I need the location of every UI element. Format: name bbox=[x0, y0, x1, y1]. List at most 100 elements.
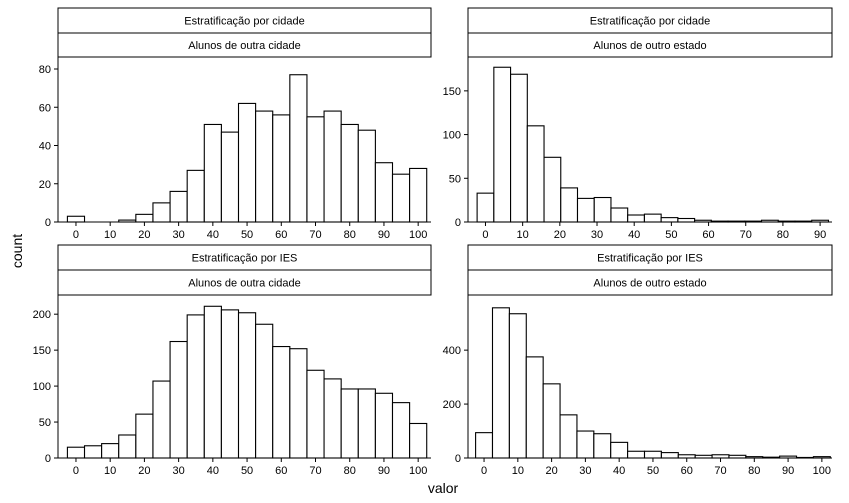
y-axis-title: count bbox=[9, 234, 25, 268]
histogram-bar bbox=[357, 388, 376, 459]
y-tick-label: 50 bbox=[449, 173, 461, 185]
histogram-bar bbox=[306, 116, 325, 223]
x-tick-label: 30 bbox=[579, 465, 591, 477]
x-tick-label: 70 bbox=[309, 229, 321, 241]
histogram-bar bbox=[169, 340, 188, 459]
histogram-bar bbox=[409, 167, 428, 223]
histogram-bar bbox=[83, 445, 103, 459]
histogram-bar bbox=[660, 452, 679, 459]
x-tick-label: 90 bbox=[378, 465, 390, 477]
x-tick-label: 60 bbox=[275, 465, 287, 477]
facet-panel-4: Estratificação por IES Alunos de outro es… bbox=[443, 244, 833, 477]
histogram-bar bbox=[186, 169, 205, 223]
histogram-bar bbox=[340, 123, 359, 223]
histogram-bar bbox=[152, 202, 171, 223]
histogram-bar bbox=[560, 187, 579, 223]
x-tick-label: 100 bbox=[813, 465, 831, 477]
histogram-bar bbox=[542, 383, 561, 459]
x-tick-label: 0 bbox=[73, 229, 79, 241]
histogram-bar bbox=[118, 434, 137, 459]
histogram-bar bbox=[135, 413, 154, 459]
x-tick-label: 80 bbox=[344, 229, 356, 241]
histogram-bar bbox=[220, 309, 240, 459]
x-tick-label: 70 bbox=[740, 229, 752, 241]
histogram-bar bbox=[677, 217, 696, 223]
x-tick-label: 10 bbox=[104, 465, 116, 477]
histogram-bar bbox=[576, 197, 595, 223]
x-tick-label: 100 bbox=[409, 465, 427, 477]
histogram-bar bbox=[543, 156, 562, 223]
facet-panel-3: Estratificação por IES Alunos de outra ci… bbox=[33, 244, 432, 477]
strip-top-box bbox=[467, 7, 833, 34]
histogram-bar bbox=[272, 345, 291, 459]
x-tick-label: 50 bbox=[647, 465, 659, 477]
x-tick-label: 0 bbox=[482, 229, 488, 241]
histogram-bar bbox=[306, 369, 325, 459]
x-tick-label: 90 bbox=[378, 229, 390, 241]
y-tick-label: 0 bbox=[455, 217, 461, 229]
histogram-bar bbox=[391, 402, 411, 459]
facet-panel-1: Estratificação por cidade Alunos de outra… bbox=[39, 7, 432, 241]
strip-bottom-label: Alunos de outro estado bbox=[593, 278, 706, 290]
histogram-bar bbox=[510, 73, 528, 223]
x-tick-label: 50 bbox=[241, 465, 253, 477]
histogram-bar bbox=[272, 114, 291, 223]
histogram-bar bbox=[576, 430, 595, 459]
histogram-bar bbox=[101, 443, 120, 459]
strip-bottom-label: Alunos de outra cidade bbox=[188, 278, 301, 290]
histogram-bar bbox=[391, 173, 411, 223]
histogram-bar bbox=[660, 217, 679, 223]
histogram-bar bbox=[491, 307, 510, 459]
y-tick-label: 50 bbox=[39, 417, 51, 429]
histogram-bar bbox=[237, 102, 257, 223]
x-tick-label: 10 bbox=[512, 465, 524, 477]
histogram-bar bbox=[593, 196, 612, 223]
x-tick-label: 40 bbox=[207, 229, 219, 241]
x-tick-label: 80 bbox=[777, 229, 789, 241]
histogram-bar bbox=[135, 213, 154, 223]
y-tick-label: 20 bbox=[39, 179, 51, 191]
y-tick-label: 0 bbox=[45, 217, 51, 229]
x-tick-label: 30 bbox=[173, 229, 185, 241]
x-tick-label: 10 bbox=[517, 229, 529, 241]
histogram-bar bbox=[340, 388, 359, 459]
strip-top-box bbox=[57, 7, 432, 34]
histogram-bar bbox=[186, 314, 205, 459]
y-tick-label: 100 bbox=[443, 130, 461, 142]
histogram-bar bbox=[203, 305, 222, 459]
x-tick-label: 20 bbox=[138, 229, 150, 241]
x-tick-label: 70 bbox=[309, 465, 321, 477]
histogram-bar bbox=[357, 129, 376, 223]
x-tick-label: 100 bbox=[409, 229, 427, 241]
histogram-bar bbox=[237, 312, 257, 459]
histogram-bar bbox=[152, 380, 171, 459]
histogram-bar bbox=[323, 378, 342, 459]
x-tick-label: 30 bbox=[173, 465, 185, 477]
y-tick-label: 40 bbox=[39, 141, 51, 153]
x-tick-label: 50 bbox=[241, 229, 253, 241]
histogram-bar bbox=[220, 131, 240, 223]
x-tick-label: 20 bbox=[545, 465, 557, 477]
strip-top-label: Estratificação por cidade bbox=[184, 16, 304, 28]
strip-bottom-label: Alunos de outro estado bbox=[593, 40, 706, 52]
x-tick-label: 80 bbox=[748, 465, 760, 477]
y-tick-label: 80 bbox=[39, 64, 51, 76]
x-tick-label: 70 bbox=[714, 465, 726, 477]
x-tick-label: 80 bbox=[344, 465, 356, 477]
histogram-bar bbox=[643, 450, 662, 459]
strip-top-box bbox=[467, 244, 833, 271]
x-tick-label: 40 bbox=[207, 465, 219, 477]
y-tick-label: 0 bbox=[45, 453, 51, 465]
histogram-bar bbox=[627, 450, 646, 459]
histogram-bar bbox=[643, 213, 662, 223]
strip-top-label: Estratificação por IES bbox=[192, 253, 298, 265]
strip-top-label: Estratificação por IES bbox=[597, 253, 703, 265]
strip-top-box bbox=[57, 244, 432, 271]
histogram-bar bbox=[66, 446, 86, 459]
histogram-bar bbox=[508, 313, 527, 459]
strip-bottom-box bbox=[467, 32, 833, 58]
histogram-bar bbox=[476, 192, 495, 223]
y-tick-label: 400 bbox=[443, 345, 461, 357]
strip-bottom-label: Alunos de outra cidade bbox=[188, 40, 301, 52]
